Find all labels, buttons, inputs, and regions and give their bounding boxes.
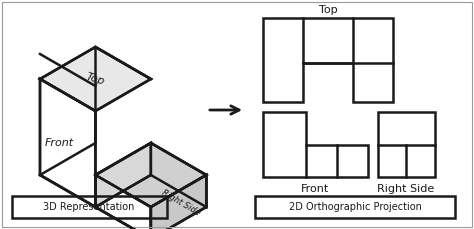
Text: Front: Front [45, 138, 74, 148]
Polygon shape [40, 47, 151, 111]
Text: Top: Top [85, 71, 106, 87]
Polygon shape [95, 175, 151, 229]
Polygon shape [95, 143, 151, 207]
Text: 3D Representation: 3D Representation [43, 202, 135, 212]
Polygon shape [151, 175, 206, 229]
Text: Front: Front [301, 184, 329, 194]
Text: Top: Top [319, 5, 337, 15]
Text: Right Side: Right Side [160, 188, 201, 218]
Polygon shape [95, 143, 206, 207]
Text: 2D Orthographic Projection: 2D Orthographic Projection [289, 202, 421, 212]
Polygon shape [40, 79, 95, 207]
Text: Right Side: Right Side [377, 184, 435, 194]
